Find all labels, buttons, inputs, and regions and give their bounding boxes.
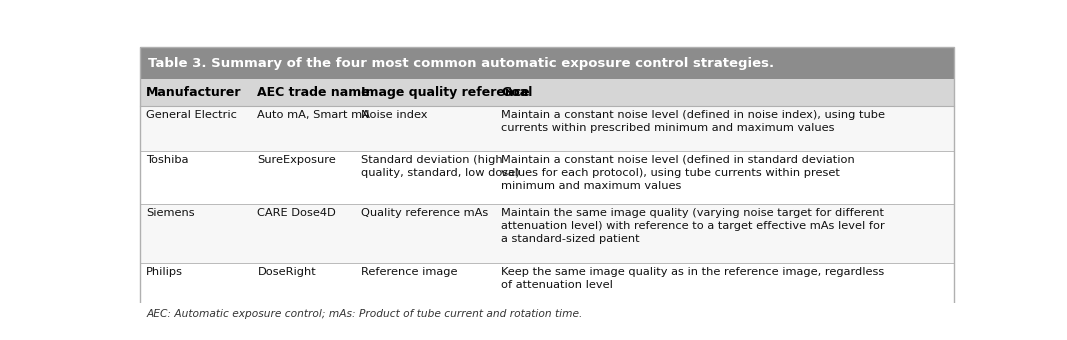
Text: Auto mA, Smart mA: Auto mA, Smart mA: [257, 110, 370, 120]
Text: Reference image: Reference image: [361, 267, 458, 277]
Bar: [140, 304, 954, 325]
Text: AEC: Automatic exposure control; mAs: Product of tube current and rotation time.: AEC: Automatic exposure control; mAs: Pr…: [146, 309, 583, 319]
Bar: [140, 204, 954, 263]
Text: General Electric: General Electric: [146, 110, 237, 120]
Text: SureExposure: SureExposure: [257, 155, 336, 165]
Text: Goal: Goal: [501, 86, 532, 99]
Text: Toshiba: Toshiba: [146, 155, 188, 165]
Text: AEC trade name: AEC trade name: [257, 86, 370, 99]
Text: Maintain the same image quality (varying noise target for different
attenuation : Maintain the same image quality (varying…: [501, 208, 886, 244]
Text: Keep the same image quality as in the reference image, regardless
of attenuation: Keep the same image quality as in the re…: [501, 267, 885, 290]
Text: DoseRight: DoseRight: [257, 267, 316, 277]
Text: Image quality reference: Image quality reference: [361, 86, 529, 99]
Text: Siemens: Siemens: [146, 208, 194, 218]
Text: Manufacturer: Manufacturer: [146, 86, 241, 99]
Bar: [140, 106, 954, 151]
Bar: [140, 264, 954, 304]
Text: Maintain a constant noise level (defined in noise index), using tube
currents wi: Maintain a constant noise level (defined…: [501, 110, 886, 133]
Text: Maintain a constant noise level (defined in standard deviation
values for each p: Maintain a constant noise level (defined…: [501, 155, 855, 191]
Bar: [140, 79, 954, 106]
Text: CARE Dose4D: CARE Dose4D: [257, 208, 336, 218]
Text: Noise index: Noise index: [361, 110, 427, 120]
Bar: [140, 47, 954, 79]
Text: Standard deviation (high
quality, standard, low dose): Standard deviation (high quality, standa…: [361, 155, 520, 178]
Bar: [140, 151, 954, 204]
Text: Quality reference mAs: Quality reference mAs: [361, 208, 488, 218]
Text: Table 3. Summary of the four most common automatic exposure control strategies.: Table 3. Summary of the four most common…: [148, 56, 775, 70]
Text: Philips: Philips: [146, 267, 182, 277]
